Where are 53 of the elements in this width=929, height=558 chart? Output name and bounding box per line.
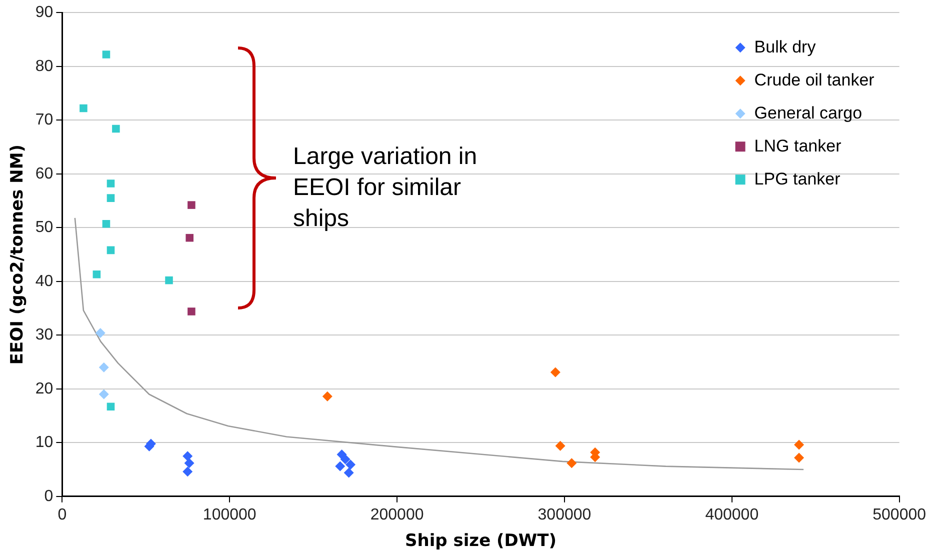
point (106, 402, 115, 411)
y-tick-label: 10 (35, 434, 54, 452)
y-axis-title: EEOI (gco2/tonnes NM) (8, 144, 28, 365)
point (98, 389, 109, 400)
point (555, 440, 566, 451)
point (335, 461, 346, 472)
point (106, 194, 115, 202)
point (794, 440, 804, 450)
point (182, 451, 193, 462)
y-tick-label: 40 (35, 272, 54, 290)
point (188, 201, 196, 209)
point (102, 220, 110, 228)
point (98, 362, 109, 372)
x-tick-label: 200000 (370, 506, 424, 524)
point (566, 458, 577, 468)
point (186, 234, 194, 242)
y-tick-label: 50 (35, 219, 54, 236)
point (182, 466, 193, 477)
point (112, 124, 120, 133)
x-tick-label: 100000 (202, 506, 256, 524)
point (106, 246, 115, 254)
x-axis-title: Ship size (DWT) (404, 531, 557, 552)
y-tick-label: 20 (35, 380, 54, 398)
point (80, 104, 88, 112)
point (550, 367, 560, 378)
y-tick-label: 0 (44, 488, 54, 505)
point (345, 460, 356, 470)
y-tick-label: 70 (35, 112, 54, 129)
point (344, 468, 354, 478)
legend-label: Bulk dry (754, 37, 816, 56)
point (188, 308, 196, 316)
y-tick-label: 60 (35, 165, 54, 182)
point (322, 391, 332, 402)
point (106, 180, 115, 188)
x-tick-label: 500000 (872, 506, 926, 524)
y-tick-label: 90 (35, 4, 54, 22)
x-tick-label: 300000 (538, 506, 592, 524)
annotation: Large variation in EEOI for similar ships (293, 142, 478, 234)
x-tick-label: 400000 (705, 506, 759, 524)
y-tick-label: 80 (35, 58, 54, 75)
point (184, 458, 194, 468)
legend-label: LPG tanker (754, 169, 841, 188)
legend-label: General cargo (754, 103, 862, 122)
point (165, 276, 173, 284)
point (92, 270, 101, 278)
y-tick-label: 30 (35, 326, 54, 344)
point (95, 328, 106, 338)
point (794, 452, 804, 463)
x-tick-label: 0 (58, 506, 67, 524)
legend-label: LNG tanker (754, 136, 842, 156)
point (340, 454, 350, 464)
legend-label: Crude oil tanker (754, 70, 875, 90)
point (102, 50, 110, 58)
